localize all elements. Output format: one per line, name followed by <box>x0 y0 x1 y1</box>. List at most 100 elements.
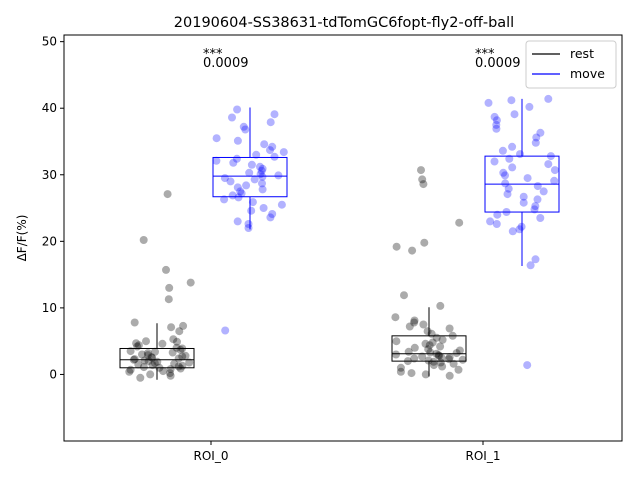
data-point-rest <box>186 278 195 287</box>
data-point-rest <box>150 359 159 368</box>
data-point-rest <box>147 353 156 362</box>
data-point-rest <box>126 347 135 356</box>
data-point-rest <box>130 355 139 364</box>
data-point-rest <box>392 337 401 346</box>
data-point-rest <box>158 339 167 348</box>
data-point-move <box>236 187 245 196</box>
y-tick-label: 50 <box>42 35 57 49</box>
legend: rest move <box>525 40 617 89</box>
data-point-move <box>531 255 540 264</box>
data-point-rest <box>132 339 141 348</box>
data-point-move <box>259 204 268 212</box>
data-point-move <box>507 96 516 105</box>
data-point-move <box>270 110 279 119</box>
data-point-move <box>531 202 540 211</box>
data-point-rest <box>148 361 157 370</box>
data-point-move <box>492 120 501 129</box>
box-iqr <box>212 156 288 198</box>
data-point-rest <box>144 357 153 366</box>
data-point-move <box>258 179 266 188</box>
data-point-rest <box>396 363 405 372</box>
data-point-rest <box>418 175 427 184</box>
data-point-rest <box>176 364 185 373</box>
data-point-rest <box>139 236 148 244</box>
data-point-move <box>256 162 264 171</box>
data-point-rest <box>136 373 145 382</box>
data-point-rest <box>143 349 152 358</box>
data-point-move <box>258 185 267 194</box>
data-point-rest <box>181 351 190 360</box>
data-point-move <box>508 163 517 172</box>
data-point-move <box>490 157 499 166</box>
data-point-rest <box>421 370 430 379</box>
data-point-move <box>536 128 545 137</box>
data-point-rest <box>438 335 447 344</box>
data-point-rest <box>178 352 187 361</box>
data-point-move <box>233 136 242 145</box>
data-point-move <box>258 172 267 181</box>
data-point-rest <box>452 349 461 358</box>
data-point-move <box>234 193 243 202</box>
data-point-rest <box>174 354 183 363</box>
data-point-rest <box>169 335 178 344</box>
data-point-rest <box>417 166 425 175</box>
data-point-move <box>486 217 495 226</box>
data-point-rest <box>173 337 181 346</box>
box-rest-ROI_1 <box>391 307 467 377</box>
data-point-rest <box>391 313 400 322</box>
axes-frame <box>63 34 623 442</box>
data-point-rest <box>410 343 419 352</box>
data-point-rest <box>424 356 433 365</box>
data-point-move <box>523 174 532 183</box>
data-point-rest <box>166 365 175 374</box>
data-point-move <box>504 184 513 193</box>
data-point-rest <box>419 320 428 329</box>
y-tick-label: 30 <box>42 168 57 182</box>
data-point-move <box>490 112 499 121</box>
data-point-move <box>229 158 238 167</box>
y-tick-label: 40 <box>42 101 57 115</box>
data-point-rest <box>168 348 177 357</box>
data-point-move <box>277 200 286 209</box>
plot-area <box>119 94 560 382</box>
data-point-move <box>233 105 242 114</box>
data-point-rest <box>408 246 417 255</box>
data-point-rest <box>400 291 408 300</box>
box-move-ROI_0 <box>212 107 288 230</box>
data-point-rest <box>455 346 464 355</box>
significance-stars: *** <box>203 47 223 62</box>
data-point-rest <box>144 351 152 360</box>
data-point-rest <box>159 367 168 376</box>
data-point-move <box>212 134 221 143</box>
data-point-move <box>212 156 221 165</box>
data-point-move <box>266 213 275 222</box>
data-point-move <box>266 118 275 127</box>
data-point-move <box>250 175 259 184</box>
data-point-rest <box>410 354 419 363</box>
data-point-move <box>550 166 559 175</box>
data-point-move <box>247 206 256 215</box>
data-point-move <box>493 210 502 219</box>
data-point-move <box>508 227 517 236</box>
data-point-rest <box>392 242 401 251</box>
data-point-rest <box>167 323 176 332</box>
data-point-rest <box>405 322 414 331</box>
data-point-move <box>510 110 519 119</box>
x-axis: ROI_0 ROI_1 <box>194 441 500 463</box>
significance-stars: *** <box>475 47 495 62</box>
data-point-rest <box>162 265 170 274</box>
data-point-move <box>519 192 528 201</box>
data-point-rest <box>426 348 435 357</box>
data-point-move <box>523 361 532 370</box>
data-point-rest <box>410 316 419 325</box>
significance-annotations: ***0.0009***0.0009 <box>203 47 521 71</box>
data-point-rest <box>179 321 188 330</box>
data-point-rest <box>455 218 464 227</box>
data-point-rest <box>165 283 174 292</box>
data-point-rest <box>437 353 446 362</box>
legend-label-move: move <box>570 66 605 81</box>
y-tick-label: 10 <box>42 301 57 315</box>
y-axis: 0 10 20 30 40 50 <box>42 35 64 381</box>
data-point-move <box>242 181 251 190</box>
data-point-rest <box>404 347 413 356</box>
